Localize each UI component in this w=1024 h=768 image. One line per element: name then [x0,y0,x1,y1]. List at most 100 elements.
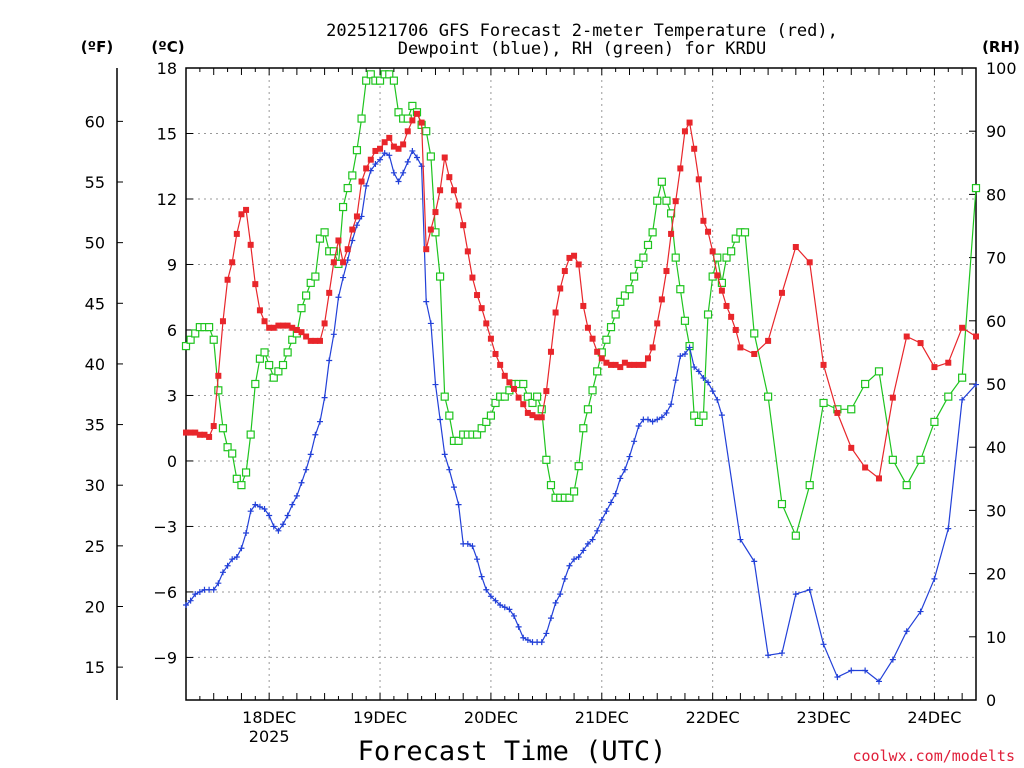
celsius-tick-label: −6 [153,583,177,602]
rh-tick-label: 80 [986,185,1006,204]
dewpoint-point [834,674,841,681]
fahrenheit-tick-label: 35 [85,416,105,435]
dewpoint-point [598,516,605,523]
dewpoint-point [575,554,582,561]
rh-point [583,405,593,414]
rh-point [690,411,699,420]
rh-point [611,310,620,319]
dewpoint-point [511,612,518,619]
rh-point [847,405,856,414]
rh-point [740,228,750,237]
temperature-point [732,326,739,333]
dewpoint-point [340,274,347,281]
temperature-point [381,139,388,146]
fahrenheit-tick-label: 45 [85,294,105,313]
temperature-point [224,276,231,283]
dewpoint-point [307,451,314,458]
temperature-point [455,202,462,209]
temperature-point [450,187,457,194]
temperature-point [427,226,434,233]
rh-point [251,379,260,389]
temperature-point [344,246,351,253]
temperature-point [511,385,518,392]
rh-tick-label: 50 [986,375,1006,394]
dewpoint-point [672,377,679,384]
celsius-tick-label: 3 [167,386,177,405]
rh-point [819,398,828,408]
rh-point [805,481,814,490]
temperature-point [298,329,305,336]
dewpoint-point [261,505,268,512]
x-axis-title: Forecast Time (UTC) [358,736,667,767]
dewpoint-point [501,604,508,611]
rh-tick-label: 40 [986,438,1006,457]
dewpoint-point [959,396,966,403]
temperature-point [446,174,453,181]
dewpoint-point [862,667,869,674]
temperature-point [330,259,337,266]
dewpoint-point [474,556,481,563]
temperature-point [423,246,430,253]
dewpoint-point [737,536,744,543]
temperature-point [612,361,619,368]
dewpoint-point [875,678,882,685]
temperature-point [201,431,208,438]
temperature-point [395,145,402,152]
rh-point [191,329,200,338]
dewpoint-point [353,222,360,229]
celsius-unit-label: (ºC) [151,38,184,56]
dewpoint-point [497,602,504,609]
temperature-point [390,143,397,150]
rh-point [283,348,292,357]
credit-link[interactable]: coolwx.com/modelts [852,747,1015,765]
dewpoint-point [270,523,277,530]
dewpoint-point [792,591,799,598]
temperature-point [728,313,735,320]
rh-point [315,234,325,243]
temperature-point [635,361,642,368]
temperature-point [945,359,952,366]
temperature-point [552,309,559,316]
temperature-point [820,361,827,368]
rh-point [958,373,967,382]
temperature-point [326,289,333,296]
dewpoint-point [321,394,328,401]
x-day-label: 21DEC [575,708,629,727]
dewpoint-point [229,556,236,563]
rh-point [874,367,884,376]
dewpoint-point [404,158,411,165]
temperature-point [718,287,725,294]
temperature-point [261,318,268,325]
temperature-point [973,333,979,340]
rh-point [602,335,611,344]
dewpoint-point [372,161,379,168]
rh-point [181,341,191,351]
dewpoint-point [363,182,370,189]
fahrenheit-tick-label: 55 [85,173,105,192]
temperature-point [469,274,476,281]
temperature-point [608,361,615,368]
dewpoint-point [658,414,665,421]
temperature-point [524,409,531,416]
temperature-point [409,117,416,124]
celsius-tick-label: 12 [157,190,177,209]
temperature-point [580,302,587,309]
rh-tick-label: 10 [986,628,1006,647]
rh-point [930,417,939,427]
dewpoint-point [247,508,254,515]
temperature-point [340,259,347,266]
temperature-point [256,307,263,314]
dewpoint-point [487,593,494,600]
rh-point [338,202,348,212]
dewpoint-point [543,630,550,637]
rh-point [454,436,463,445]
temperature-point [571,252,578,259]
dewpoint-point [889,656,896,663]
dewpoint-series [183,147,979,685]
dewpoint-point [413,154,420,161]
fahrenheit-tick-label: 50 [85,234,105,253]
temperature-point [889,394,896,401]
temperature-point [196,431,203,438]
dewpoint-point [441,451,448,458]
dewpoint-point [691,364,698,371]
